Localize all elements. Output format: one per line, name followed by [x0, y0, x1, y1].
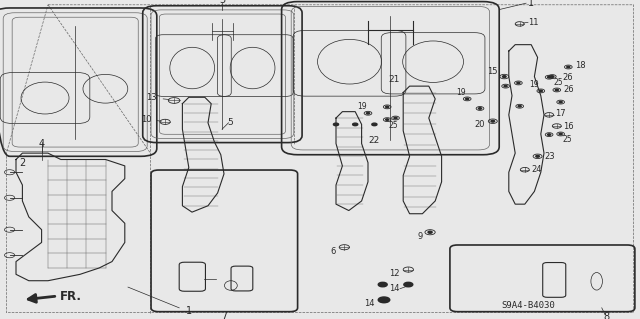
Circle shape — [378, 297, 390, 303]
Circle shape — [372, 123, 377, 126]
Text: 2: 2 — [19, 158, 26, 168]
Circle shape — [404, 282, 413, 287]
Text: 15: 15 — [488, 67, 498, 76]
Text: 4: 4 — [38, 138, 45, 149]
Text: 7: 7 — [221, 311, 227, 319]
Text: 14: 14 — [390, 284, 400, 293]
Text: 19: 19 — [356, 102, 367, 111]
Text: 18: 18 — [575, 61, 586, 70]
Text: 14: 14 — [364, 299, 374, 308]
Text: 1: 1 — [186, 306, 192, 316]
Text: 3: 3 — [220, 0, 225, 5]
Text: 5: 5 — [228, 118, 233, 127]
Text: 11: 11 — [528, 18, 538, 27]
Text: 10: 10 — [141, 115, 152, 124]
Text: 9: 9 — [417, 232, 422, 241]
Text: 26: 26 — [562, 73, 573, 82]
Text: 17: 17 — [556, 109, 566, 118]
Circle shape — [536, 155, 540, 157]
Text: 25: 25 — [562, 135, 572, 144]
Text: 24: 24 — [531, 165, 541, 174]
Circle shape — [466, 98, 468, 100]
Circle shape — [386, 119, 388, 120]
Circle shape — [333, 123, 339, 126]
Text: 20: 20 — [475, 120, 485, 129]
Text: 21: 21 — [388, 75, 399, 84]
Text: 23: 23 — [544, 152, 555, 161]
Circle shape — [428, 231, 432, 233]
Circle shape — [556, 89, 558, 91]
Text: 19: 19 — [529, 80, 540, 89]
Text: 22: 22 — [369, 136, 380, 145]
Circle shape — [353, 123, 358, 126]
Circle shape — [518, 106, 521, 107]
Text: 25: 25 — [554, 78, 564, 87]
Circle shape — [517, 82, 520, 84]
Text: S9A4-B4030: S9A4-B4030 — [501, 301, 555, 310]
Text: 13: 13 — [146, 93, 157, 102]
Circle shape — [504, 85, 507, 87]
Circle shape — [367, 113, 369, 114]
Circle shape — [559, 133, 562, 135]
Text: 26: 26 — [563, 85, 574, 94]
Text: 6: 6 — [331, 247, 336, 256]
Text: 25: 25 — [388, 121, 399, 130]
Circle shape — [559, 101, 562, 103]
Circle shape — [551, 76, 554, 77]
Circle shape — [479, 108, 481, 109]
Text: 1: 1 — [528, 0, 534, 8]
Text: 16: 16 — [563, 122, 574, 130]
Circle shape — [567, 66, 570, 68]
Text: 19: 19 — [456, 88, 466, 97]
Circle shape — [548, 77, 550, 78]
Circle shape — [540, 90, 542, 92]
Text: FR.: FR. — [60, 290, 81, 302]
Text: 12: 12 — [390, 269, 400, 278]
Circle shape — [548, 134, 550, 135]
Circle shape — [386, 106, 388, 108]
Circle shape — [491, 120, 495, 122]
Circle shape — [378, 282, 387, 287]
Text: 8: 8 — [604, 312, 610, 319]
Circle shape — [502, 76, 506, 78]
Circle shape — [394, 117, 397, 119]
